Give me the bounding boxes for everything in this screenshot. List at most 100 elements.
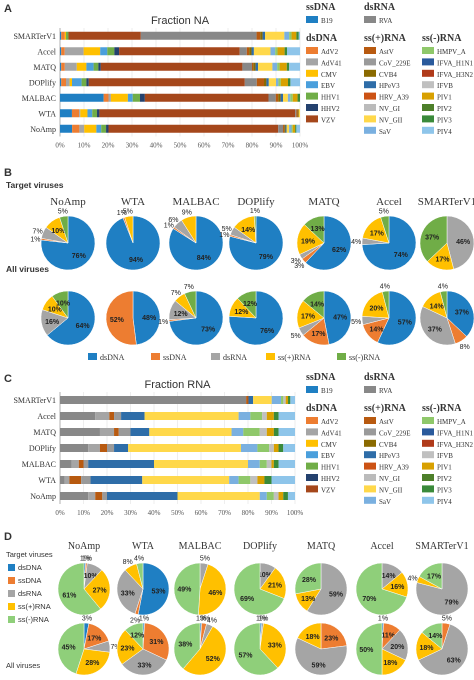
panel-a-legend-label: NV_GII bbox=[379, 116, 403, 124]
panel-a-bar-HMPV_A bbox=[289, 31, 292, 40]
panel-c-bar-IFVB bbox=[262, 412, 267, 420]
panel-c-bar-PIV1 bbox=[266, 428, 274, 436]
panel-a-bar-NV_GII bbox=[286, 124, 290, 133]
panel-c-bar-IFVB bbox=[259, 428, 267, 436]
panel-b-all-pie-data-label: 20% bbox=[370, 306, 385, 313]
panel-d-all-pie-data-label: 12% bbox=[130, 632, 145, 639]
panel-b-target-pie-data-label: 1% bbox=[219, 232, 229, 239]
panel-c-legend-label: PIV4 bbox=[437, 498, 452, 506]
panel-a-bar-HHV1 bbox=[107, 47, 115, 56]
panel-a-bar-B19 bbox=[60, 109, 72, 118]
panel-c-legend-label: PIV2 bbox=[437, 475, 452, 483]
panel-a-bar-AstV bbox=[283, 124, 285, 133]
panel-d-all-pie-slice bbox=[173, 622, 201, 670]
panel-d-all-pie-data-label: 52% bbox=[206, 656, 221, 663]
panel-b-target-pie-data-label: 84% bbox=[197, 255, 212, 262]
panel-d-all-pie-data-label: 50% bbox=[359, 647, 374, 654]
panel-d-all-pie-data-label: 33% bbox=[268, 642, 283, 649]
panel-a-bar-PIV4 bbox=[286, 47, 300, 56]
panel-c-legend-label: HRV_A39 bbox=[379, 464, 409, 472]
panel-b-target-pie-data-label: 1% bbox=[30, 236, 40, 243]
panel-d-legend-swatch bbox=[8, 590, 15, 597]
panel-c-bar-CoV_229E bbox=[102, 492, 107, 500]
panel-d-legend-label: ssDNA bbox=[18, 576, 41, 585]
panel-d-target-pie-data-label: 69% bbox=[240, 596, 255, 603]
panel-a-x-tick: 0% bbox=[55, 142, 65, 150]
panel-b-target-pie-data-label: 3% bbox=[294, 263, 304, 270]
panel-c-bar-PIV1 bbox=[273, 444, 279, 452]
panel-d-target-pie-data-label: 49% bbox=[177, 587, 192, 594]
panel-c-bar-RVA bbox=[60, 476, 65, 484]
panel-c-category-label: MALBAC bbox=[22, 460, 56, 469]
panel-c-legend-swatch bbox=[306, 485, 318, 493]
panel-a-category-label: Accel bbox=[37, 47, 56, 56]
panel-a-x-tick: 50% bbox=[174, 142, 187, 150]
panel-a-bar-CMV bbox=[64, 31, 67, 40]
panel-c-bar-SaV bbox=[240, 444, 258, 452]
panel-d-all-pie-data-label: 18% bbox=[383, 660, 398, 667]
panel-c-x-tick: 10% bbox=[77, 509, 90, 517]
panel-a-legend-label: HMPV_A bbox=[437, 48, 466, 56]
panel-a-bar-AdV41 bbox=[66, 78, 70, 87]
panel-a-legend-swatch bbox=[306, 16, 318, 23]
panel-a-legend-swatch bbox=[306, 92, 318, 100]
panel-b-target-pie-data-label: 79% bbox=[259, 254, 274, 261]
panel-a-bar-AstV bbox=[275, 93, 279, 102]
panel-a-bar-PIV4 bbox=[290, 78, 300, 87]
panel-a-title: Fraction NA bbox=[151, 15, 210, 27]
panel-c-bar-SaV bbox=[231, 428, 244, 436]
panel-a-bar-CMV bbox=[69, 78, 72, 87]
panel-d-target-pie-slice bbox=[136, 562, 144, 590]
panel-d-all-pie-data-label: 20% bbox=[390, 644, 405, 651]
panel-d-target-pie-slice bbox=[83, 569, 111, 610]
panel-b-all-pie-data-label: 57% bbox=[398, 320, 413, 327]
panel-d-target-pie-slice bbox=[173, 562, 201, 616]
panel-d-sample-title: MALBAC bbox=[179, 541, 222, 552]
panel-c-bar-NV_GII bbox=[142, 476, 230, 484]
panel-b-all-pie-slice bbox=[377, 290, 417, 346]
panel-c-bar-NV_GII bbox=[177, 492, 260, 500]
panel-a-bar-AdV2 bbox=[71, 109, 80, 118]
panel-c-bar-HPeV3 bbox=[107, 492, 178, 500]
panel-a-bar-CVB4 bbox=[264, 78, 267, 87]
panel-d-all-pie-data-label: 57% bbox=[238, 653, 253, 660]
panel-d-all-pie-data-label: 7% bbox=[111, 644, 121, 651]
panel-b-target-pie-data-label: 5% bbox=[123, 208, 133, 215]
panel-d-target-pie-data-label: 14% bbox=[382, 573, 397, 580]
panel-a-bar-AdV2 bbox=[61, 31, 65, 40]
panel-b-all-pie-data-label: 14% bbox=[370, 326, 385, 333]
panel-c-bar-HMPV_A bbox=[281, 396, 284, 404]
panel-a-bar-VZV bbox=[144, 93, 269, 102]
panel-a-bar-B19 bbox=[60, 124, 73, 133]
panel-c-bar-SaV bbox=[248, 460, 260, 468]
panel-d-all-pie-slice bbox=[57, 622, 85, 675]
panel-a-legend-label: AdV2 bbox=[321, 48, 339, 56]
panel-a-bar-CVB4 bbox=[249, 47, 252, 56]
panel-a-bar-EBV bbox=[100, 47, 108, 56]
panel-d-all-pie-data-label: 1% bbox=[258, 615, 268, 622]
panel-a-legend-label: AstV bbox=[379, 48, 394, 56]
panel-a-bar-HPeV3 bbox=[280, 93, 284, 102]
panel-b-target-pie-slice bbox=[305, 215, 352, 271]
panel-a-bar-AstV bbox=[252, 62, 254, 71]
panel-a-bar-CVB4 bbox=[278, 93, 281, 102]
panel-b-target-pie-data-label: 17% bbox=[435, 257, 450, 264]
panel-b-all-pie-data-label: 5% bbox=[291, 333, 301, 340]
panel-d-target-pie-slice bbox=[294, 562, 322, 595]
panel-b-all-pie-data-label: 8% bbox=[460, 344, 470, 351]
panel-c-legend-label: RVA bbox=[379, 387, 392, 395]
panel-a-bar-NV_GII bbox=[253, 47, 271, 56]
panel-d-all-pie-data-label: 28% bbox=[85, 660, 100, 667]
panel-a-legend-swatch bbox=[422, 104, 434, 111]
panel-b-all-pie-slice bbox=[439, 290, 448, 319]
panel-b-row-label: All viruses bbox=[6, 264, 49, 274]
panel-a-legend-swatch bbox=[364, 126, 376, 134]
panel-d-target-pie-data-label: 16% bbox=[390, 584, 405, 591]
panel-a-bar-B19 bbox=[60, 93, 104, 102]
panel-c-legend-label: HHV2 bbox=[321, 475, 340, 483]
panel-b-all-pie-slice bbox=[237, 290, 257, 319]
panel-b-legend-swatch bbox=[151, 353, 160, 360]
panel-c-bar-AdV41 bbox=[88, 492, 96, 500]
panel-d-target-pie-data-label: 1% bbox=[82, 555, 92, 562]
panel-c-bar-CoV_229E bbox=[118, 428, 131, 436]
